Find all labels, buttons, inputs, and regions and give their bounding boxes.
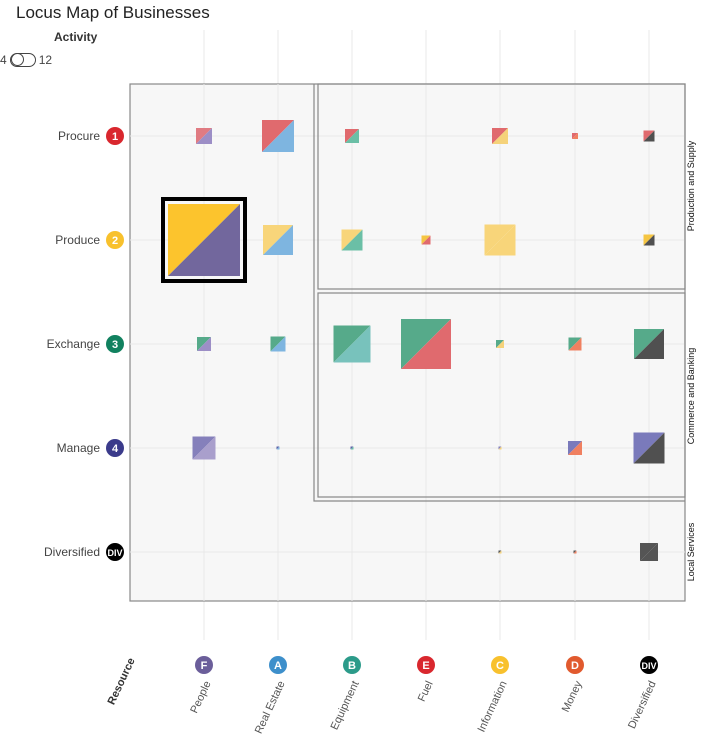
cell-mark-lower[interactable] [341,229,363,251]
column-badge-icon [417,656,435,674]
group-label: Local Services [686,522,696,581]
cell-mark-lower[interactable] [568,441,582,455]
row-badge-label: 1 [112,131,118,143]
cell-mark-lower[interactable] [345,129,359,143]
cell-mark-lower[interactable] [568,337,582,351]
row-label: Manage [57,441,101,455]
toggle-knob [10,53,24,66]
cell-mark-lower[interactable] [168,204,240,276]
column-badge-label: C [496,660,504,672]
group-box [317,83,686,290]
column-badge-label: D [571,660,579,672]
column-badge-label: E [422,660,429,672]
row-badge-icon [106,335,124,353]
toggle-min-label: 4 [0,53,7,67]
column-badge-icon [269,656,287,674]
row-label: Diversified [44,545,100,559]
cell-mark-lower[interactable] [643,234,655,246]
x-axis-title: Resource [106,656,138,707]
toggle-max-label: 12 [38,53,53,67]
column-badge-icon [343,656,361,674]
group-label: Production and Supply [686,140,696,231]
cell-mark-lower[interactable] [270,336,286,352]
cell-mark-lower[interactable] [484,224,516,256]
column-badge-label: B [348,660,356,672]
row-badge-icon [106,231,124,249]
cell-mark-lower[interactable] [421,235,431,245]
row-badge-icon [106,543,124,561]
column-badge-icon [491,656,509,674]
highlight-frame [161,197,247,283]
local-services-boundary [313,84,685,502]
cell-mark-lower[interactable] [573,550,577,554]
column-label: Fuel [416,679,436,703]
column-label: Money [560,679,585,714]
cell-mark-lower[interactable] [276,446,280,450]
column-badge-label: A [274,660,282,672]
row-badge-icon [106,439,124,457]
column-badge-label: DIV [641,661,656,671]
column-badge-label: F [201,660,208,672]
row-label: Produce [55,233,100,247]
cell-mark-lower[interactable] [498,446,502,450]
cell-mark-lower[interactable] [634,329,664,359]
row-label: Procure [58,129,100,143]
column-label: Information [476,679,510,734]
column-badge-icon [566,656,584,674]
column-badge-icon [640,656,658,674]
cell-mark-lower[interactable] [640,543,658,561]
cell-mark-lower[interactable] [333,325,371,363]
row-badge-label: 4 [112,443,119,455]
cell-mark-lower[interactable] [350,446,354,450]
row-badge-icon [106,127,124,145]
column-label: Equipment [329,679,362,732]
cell-mark-lower[interactable] [643,130,655,142]
cell-mark-lower[interactable] [492,128,508,144]
row-badge-label: 3 [112,339,118,351]
cell-mark-lower[interactable] [192,436,216,460]
group-label: Commerce and Banking [686,348,696,445]
cell-mark-lower[interactable] [401,319,451,369]
cell-mark-lower[interactable] [633,432,665,464]
chart-title: Locus Map of Businesses [16,3,210,22]
cell-mark-lower[interactable] [262,120,294,152]
column-badge-icon [195,656,213,674]
row-badge-label: 2 [112,235,118,247]
row-label: Exchange [47,337,101,351]
column-label: Diversified [626,679,659,731]
cell-mark-lower[interactable] [496,340,504,348]
activity-toggle-switch[interactable] [9,53,36,67]
cell-mark-lower[interactable] [197,337,211,351]
cell-mark-lower[interactable] [498,550,502,554]
cell-mark-lower[interactable] [196,128,212,144]
row-badge-label: DIV [107,548,122,558]
activity-label: Activity [54,30,98,44]
column-label: People [188,679,213,715]
group-box [317,292,686,498]
cell-mark-lower[interactable] [263,225,293,255]
activity-toggle-row: 4 12 [0,52,52,68]
column-label: Real Estate [253,679,288,736]
cell-mark-lower[interactable] [572,133,578,139]
